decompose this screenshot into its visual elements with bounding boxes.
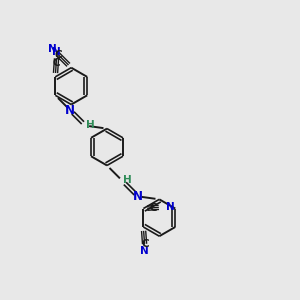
Text: C: C [142,239,149,249]
Text: N: N [48,44,57,54]
Text: C: C [55,50,62,60]
Text: N: N [166,202,174,212]
Text: C: C [149,202,157,212]
Text: N: N [133,190,143,203]
Text: N: N [52,47,61,57]
Text: H: H [86,120,95,130]
Text: C: C [52,58,60,68]
Text: N: N [65,104,75,117]
Text: N: N [140,246,149,256]
Text: H: H [123,175,132,185]
